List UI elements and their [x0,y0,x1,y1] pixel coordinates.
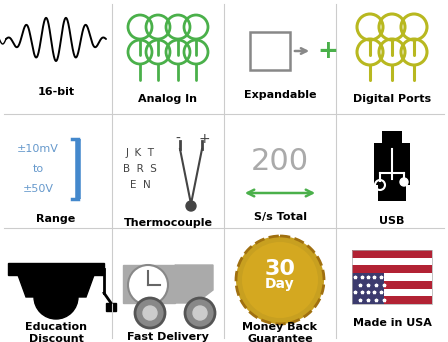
Text: to: to [32,164,43,174]
Text: Range: Range [36,214,76,224]
Bar [352,250,432,258]
Circle shape [135,298,165,328]
Bar [352,273,384,304]
Bar [123,265,175,303]
Circle shape [143,306,157,320]
Bar [352,281,432,289]
Text: Made in USA: Made in USA [353,318,431,328]
Text: Fast Delivery: Fast Delivery [127,332,209,342]
Bar [378,185,406,201]
Text: Analog In: Analog In [138,94,198,104]
Bar [106,303,116,311]
Bar [352,258,432,265]
Bar [352,265,432,273]
Circle shape [186,201,196,211]
Circle shape [128,265,168,305]
Polygon shape [175,265,213,303]
Text: -: - [176,132,181,146]
Text: J  K  T: J K T [125,148,155,158]
Circle shape [400,178,408,186]
Text: Education
Discount: Education Discount [25,322,87,342]
Text: ±10mV: ±10mV [17,144,59,154]
Bar [250,32,290,70]
Text: Day: Day [265,277,295,291]
Text: Digital Ports: Digital Ports [353,94,431,104]
Circle shape [242,242,318,318]
Text: B  R  S: B R S [123,164,157,174]
Bar [352,250,432,304]
Text: 200: 200 [251,146,309,175]
Circle shape [185,298,215,328]
Text: USB: USB [379,216,405,226]
Text: Expandable: Expandable [244,90,316,100]
Circle shape [193,306,207,320]
Circle shape [236,236,324,324]
Polygon shape [18,275,94,297]
Text: E  N: E N [129,180,151,190]
Text: 16-bit: 16-bit [38,87,74,97]
Text: S/s Total: S/s Total [254,212,306,222]
Bar [352,296,432,304]
Bar [352,289,432,296]
Text: +: + [198,132,210,146]
Text: ±50V: ±50V [22,184,53,194]
Bar [382,131,402,145]
Circle shape [34,275,78,319]
Text: +: + [318,39,338,63]
Polygon shape [8,263,104,275]
Text: Money Back
Guarantee: Money Back Guarantee [242,322,318,342]
Bar [374,143,410,185]
Text: 30: 30 [264,259,296,279]
Text: Thermocouple: Thermocouple [124,218,212,228]
Bar [352,273,432,281]
